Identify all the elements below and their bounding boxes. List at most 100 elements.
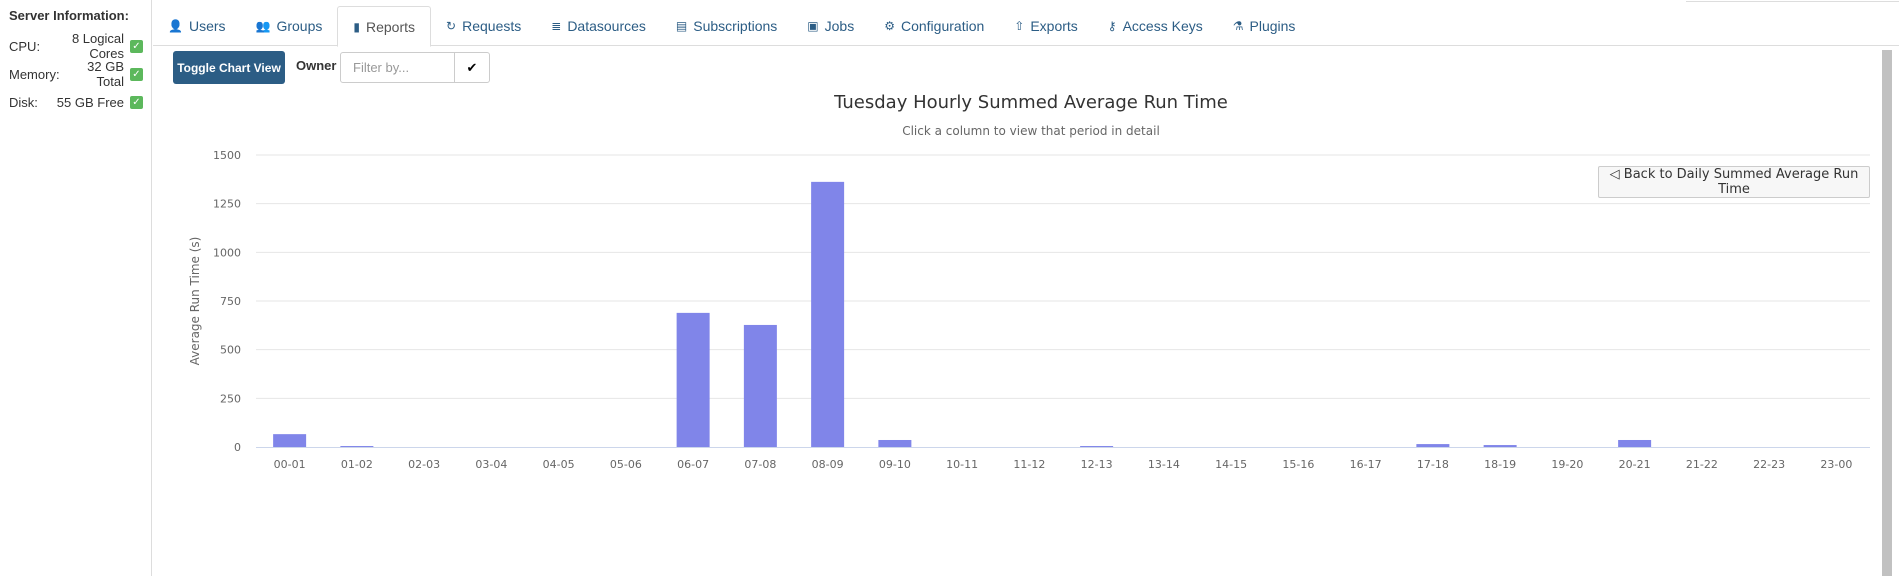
bar-18-19[interactable] — [1483, 445, 1517, 447]
apply-filter-button[interactable]: ✔ — [454, 52, 490, 83]
briefcase-icon: ▣ — [807, 19, 819, 33]
x-tick-label: 10-11 — [946, 458, 978, 471]
server-info-row: CPU: 8 Logical Cores ✓ — [9, 31, 151, 61]
tab-subscriptions[interactable]: ▤ Subscriptions — [661, 6, 792, 46]
y-tick-label: 1000 — [213, 246, 241, 259]
file-icon: ▮ — [353, 19, 360, 34]
x-tick-label: 18-19 — [1484, 458, 1516, 471]
server-info-value: 8 Logical Cores — [71, 31, 124, 61]
check-icon: ✓ — [130, 67, 143, 81]
bar-00-01[interactable] — [273, 434, 307, 447]
bar-09-10[interactable] — [878, 439, 912, 447]
database-icon: ≣ — [551, 19, 562, 33]
tab-label: Access Keys — [1122, 18, 1203, 34]
tab-label: Datasources — [567, 18, 646, 34]
x-tick-label: 23-00 — [1820, 458, 1852, 471]
server-info-row: Disk: 55 GB Free ✓ — [9, 88, 151, 116]
server-info-title: Server Information: — [9, 8, 129, 23]
server-info-panel: Server Information: CPU: 8 Logical Cores ✓… — [0, 0, 152, 576]
x-tick-label: 00-01 — [274, 458, 306, 471]
bar-06-07[interactable] — [676, 312, 710, 447]
back-to-daily-button[interactable]: ◁ Back to Daily Summed Average Run Time — [1598, 166, 1870, 198]
tab-plugins[interactable]: ⚗ Plugins — [1218, 6, 1311, 46]
x-tick-label: 16-17 — [1350, 458, 1382, 471]
x-tick-label: 03-04 — [475, 458, 507, 471]
toggle-chart-view-button[interactable]: Toggle Chart View — [173, 51, 285, 84]
key-icon: ⚷ — [1107, 19, 1117, 33]
history-icon: ↻ — [446, 19, 457, 33]
tab-configuration[interactable]: ⚙ Configuration — [869, 6, 999, 46]
x-tick-label: 06-07 — [677, 458, 709, 471]
tab-label: Reports — [366, 18, 416, 35]
x-tick-label: 14-15 — [1215, 458, 1247, 471]
tab-groups[interactable]: 👥 Groups — [241, 6, 338, 46]
y-tick-label: 1250 — [213, 198, 241, 211]
tab-jobs[interactable]: ▣ Jobs — [792, 6, 869, 46]
owner-filter-input[interactable] — [340, 52, 455, 83]
bar-12-13[interactable] — [1080, 446, 1114, 447]
bar-01-02[interactable] — [340, 446, 374, 447]
x-tick-label: 15-16 — [1282, 458, 1314, 471]
x-tick-label: 05-06 — [610, 458, 642, 471]
tab-access-keys[interactable]: ⚷ Access Keys — [1093, 6, 1218, 46]
main-tabs: 👤 Users 👥 Groups ▮ Reports ↻ Requests ≣ Datasourc… — [153, 6, 1899, 47]
y-tick-label: 750 — [220, 295, 241, 308]
tab-label: Exports — [1030, 18, 1078, 34]
users-icon: 👥 — [255, 19, 271, 33]
owner-label: Owner — [296, 58, 337, 73]
server-info-value: 55 GB Free — [56, 94, 124, 110]
tab-reports[interactable]: ▮ Reports — [337, 6, 432, 47]
check-icon: ✓ — [130, 39, 143, 53]
x-tick-label: 22-23 — [1753, 458, 1785, 471]
bar-17-18[interactable] — [1416, 444, 1450, 447]
x-tick-label: 19-20 — [1551, 458, 1583, 471]
tab-label: Configuration — [900, 18, 985, 34]
tab-label: Requests — [462, 18, 522, 34]
y-tick-label: 1500 — [213, 149, 241, 162]
server-info-row: Memory: 32 GB Total ✓ — [9, 59, 151, 89]
y-tick-label: 0 — [234, 441, 241, 454]
tab-exports[interactable]: ⇧ Exports — [999, 6, 1093, 46]
x-tick-label: 17-18 — [1417, 458, 1449, 471]
x-tick-label: 20-21 — [1619, 458, 1651, 471]
vertical-scrollbar[interactable] — [1882, 50, 1892, 576]
server-info-label: CPU: — [9, 38, 41, 54]
x-tick-label: 11-12 — [1013, 458, 1045, 471]
tab-users[interactable]: 👤 Users — [153, 6, 241, 46]
newspaper-icon: ▤ — [675, 19, 688, 33]
x-tick-label: 13-14 — [1148, 458, 1180, 471]
tab-datasources[interactable]: ≣ Datasources — [536, 6, 661, 46]
tab-requests[interactable]: ↻ Requests — [431, 6, 536, 46]
user-icon: 👤 — [168, 19, 183, 33]
x-tick-label: 21-22 — [1686, 458, 1718, 471]
bar-20-21[interactable] — [1618, 439, 1652, 447]
top-right-divider — [1686, 0, 1899, 2]
share-icon: ⇧ — [1014, 19, 1025, 33]
x-tick-label: 02-03 — [408, 458, 440, 471]
tab-label: Users — [188, 18, 226, 34]
x-tick-label: 12-13 — [1081, 458, 1113, 471]
bar-07-08[interactable] — [743, 324, 777, 447]
chart-subtitle: Click a column to view that period in de… — [902, 124, 1160, 138]
cogs-icon: ⚙ — [884, 19, 895, 33]
flask-icon: ⚗ — [1232, 19, 1244, 33]
y-tick-label: 500 — [220, 344, 241, 357]
server-info-value: 32 GB Total — [87, 59, 124, 89]
x-tick-label: 08-09 — [812, 458, 844, 471]
tab-label: Groups — [276, 18, 323, 34]
tab-label: Jobs — [824, 18, 855, 34]
bar-08-09[interactable] — [811, 181, 845, 447]
server-info-label: Disk: — [9, 94, 38, 110]
x-tick-label: 01-02 — [341, 458, 373, 471]
tab-label: Plugins — [1249, 18, 1296, 34]
x-tick-label: 09-10 — [879, 458, 911, 471]
y-tick-label: 250 — [220, 392, 241, 405]
chart-title: Tuesday Hourly Summed Average Run Time — [833, 92, 1228, 113]
check-icon: ✓ — [130, 95, 143, 109]
y-axis-label: Average Run Time (s) — [188, 237, 202, 366]
x-tick-label: 04-05 — [543, 458, 575, 471]
check-icon: ✔ — [466, 59, 478, 75]
tab-label: Subscriptions — [693, 18, 778, 34]
x-tick-label: 07-08 — [744, 458, 776, 471]
